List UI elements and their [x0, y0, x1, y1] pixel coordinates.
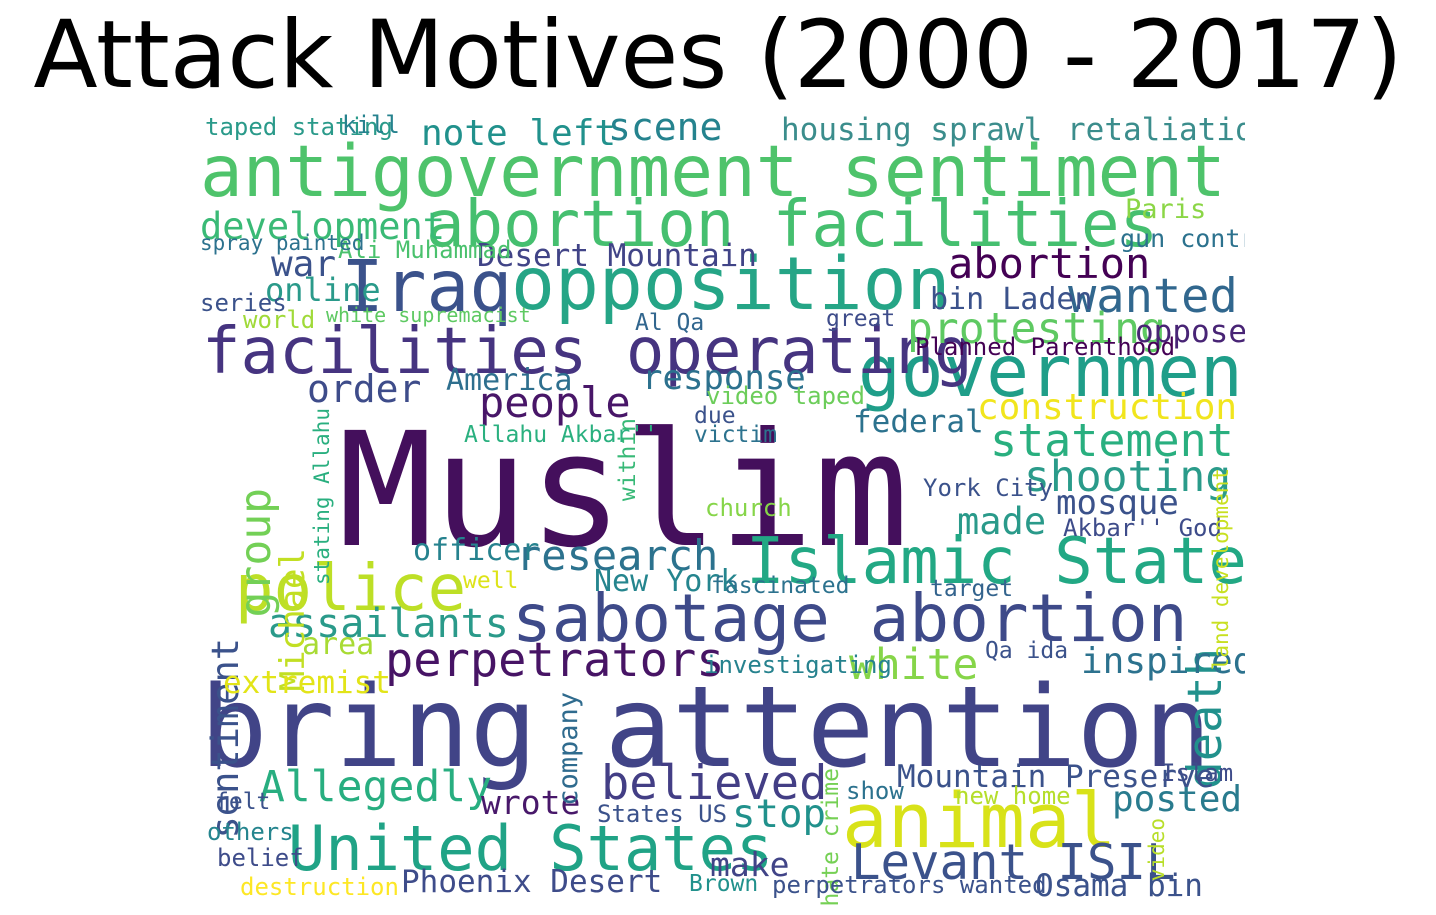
- cloud-word-note-left: note left: [421, 113, 617, 154]
- cloud-word-mountain-preserve: Mountain Preserve: [897, 759, 1215, 795]
- cloud-word-stating-allahu: stating Allahu: [310, 408, 334, 586]
- cloud-word-allahu-akbar: Allahu Akbar'': [464, 422, 658, 448]
- cloud-word-people: people: [479, 378, 631, 427]
- cloud-word-animal: animal: [842, 776, 1117, 865]
- cloud-word-protesting: protesting: [907, 304, 1166, 354]
- cloud-word-new-home: new home: [955, 782, 1071, 810]
- cloud-word-al-qa: Al Qa: [635, 310, 705, 336]
- cloud-word-well: well: [463, 568, 519, 594]
- cloud-word-statement: statement: [990, 414, 1234, 467]
- cloud-word-online: online: [265, 271, 381, 309]
- cloud-word-desert-mountain: Desert Mountain: [477, 238, 757, 274]
- cloud-word-akbar-god: Akbar'' God: [1063, 514, 1222, 542]
- cloud-word-belief: belief: [217, 844, 304, 872]
- cloud-word-within: within: [615, 418, 641, 502]
- cloud-word-investigating: investigating: [704, 651, 892, 679]
- cloud-word-police: police: [235, 552, 467, 626]
- cloud-word-perpetrators: perpetrators: [385, 633, 725, 688]
- cloud-word-world: world: [243, 306, 316, 334]
- cloud-word-islam: Islam: [1161, 759, 1234, 787]
- cloud-word-paris: Paris: [1125, 194, 1207, 225]
- chart-title: Attack Motives (2000 - 2017): [33, 1, 1403, 110]
- cloud-word-brown: Brown: [689, 871, 759, 897]
- cloud-word-federal: federal: [853, 404, 984, 440]
- cloud-word-allegedly: Allegedly: [259, 762, 492, 812]
- cloud-word-wrote: wrote: [481, 783, 581, 822]
- cloud-word-taped-stating: taped stating: [205, 113, 393, 141]
- cloud-word-scene: scene: [608, 108, 723, 149]
- cloud-word-believed: believed: [601, 756, 828, 811]
- cloud-word-opposition: opposition: [511, 242, 951, 327]
- cloud-word-new-york: New York: [594, 564, 739, 599]
- cloud-word-retaliation: retaliation: [1067, 112, 1245, 148]
- cloud-word-spray-painted: spray painted: [200, 231, 365, 255]
- cloud-word-shooting: shooting: [1024, 452, 1232, 502]
- cloud-word-america: America: [446, 363, 573, 398]
- cloud-word-stop: stop: [732, 792, 826, 837]
- cloud-word-abortion: abortion: [948, 239, 1151, 288]
- cloud-word-due: due: [694, 403, 736, 429]
- cloud-word-states-us: States US: [597, 800, 728, 828]
- cloud-word-housing-sprawl: housing sprawl: [781, 112, 1043, 148]
- cloud-word-planned-parenthood: Planned Parenthood: [915, 333, 1176, 361]
- cloud-word-target: target: [930, 576, 1014, 602]
- cloud-word-victim: victim: [694, 422, 778, 448]
- cloud-word-felt: felt: [215, 789, 271, 815]
- cloud-word-york-city: York City: [923, 474, 1054, 502]
- cloud-word-muslim: Muslim: [338, 399, 909, 583]
- cloud-word-white: white: [849, 640, 979, 690]
- cloud-word-facilities-operating: facilities operating: [202, 315, 973, 389]
- cloud-word-response: response: [642, 358, 806, 398]
- cloud-word-kill: kill: [342, 111, 400, 139]
- cloud-word-fascinated: fascinated: [711, 573, 850, 599]
- cloud-word-show: show: [846, 777, 904, 805]
- cloud-word-officer: officer: [413, 533, 540, 568]
- cloud-word-government: government: [858, 330, 1245, 413]
- cloud-word-assailants: assailants: [268, 601, 509, 647]
- cloud-word-made: made: [957, 500, 1047, 543]
- cloud-word-bin-laden: bin Laden: [930, 282, 1093, 317]
- cloud-word-research: research: [516, 531, 719, 580]
- cloud-word-inspired: inspired: [1081, 641, 1245, 682]
- cloud-word-white-supremacist: white supremacist: [326, 303, 531, 327]
- cloud-word-levant-isil: Levant ISIL: [851, 834, 1176, 891]
- cloud-word-perpetrators-wanted: perpetrators wanted: [772, 871, 1047, 899]
- cloud-word-war: war: [271, 244, 337, 285]
- cloud-word-osama-bin: Osama bin: [1035, 868, 1203, 904]
- cloud-word-opposed: opposed: [1135, 314, 1245, 350]
- cloud-word-extremist: extremist: [223, 665, 391, 701]
- cloud-word-antigovernment-sentiment: antigovernment sentiment: [200, 130, 1226, 213]
- cloud-word-phoenix-desert: Phoenix Desert: [401, 864, 663, 900]
- cloud-word-land-development: land development: [1209, 468, 1233, 671]
- cloud-word-company: company: [553, 692, 584, 806]
- cloud-word-video: video: [1145, 818, 1169, 882]
- cloud-word-mosque: mosque: [1056, 483, 1179, 523]
- cloud-word-church: church: [705, 494, 792, 522]
- cloud-word-ali-muhammad: Ali Muhammad: [338, 236, 512, 264]
- cloud-word-destruction: destruction: [240, 873, 399, 901]
- cloud-word-qa-ida: Qa ida: [985, 638, 1069, 664]
- word-cloud: Muslim bring attention antigovernment sent…: [195, 108, 1245, 908]
- cloud-word-united-states: United States: [288, 812, 774, 885]
- cloud-word-area: area: [302, 627, 375, 662]
- cloud-word-others: others: [207, 818, 294, 846]
- cloud-word-bring-attention: bring attention: [200, 663, 1212, 793]
- cloud-word-islamic-state: Islamic State: [746, 525, 1245, 599]
- cloud-word-sabotage-abortion: sabotage abortion: [512, 580, 1188, 657]
- cloud-word-construction: construction: [977, 387, 1238, 428]
- cloud-word-great: great: [826, 306, 896, 332]
- cloud-word-iraq: Iraq: [341, 245, 512, 328]
- cloud-word-group: group: [231, 488, 281, 618]
- cloud-word-abortion-facilities: abortion facilities: [426, 188, 1159, 262]
- cloud-word-posted: posted: [1112, 779, 1243, 820]
- cloud-word-development: development: [200, 205, 446, 248]
- cloud-word-series: series: [200, 289, 287, 317]
- cloud-word-gun-control: gun control: [1120, 224, 1245, 253]
- cloud-word-make: make: [710, 845, 790, 884]
- cloud-word-video-taped: video taped: [706, 382, 865, 410]
- cloud-word-wanted: wanted: [1068, 269, 1238, 324]
- cloud-word-order: order: [307, 367, 422, 411]
